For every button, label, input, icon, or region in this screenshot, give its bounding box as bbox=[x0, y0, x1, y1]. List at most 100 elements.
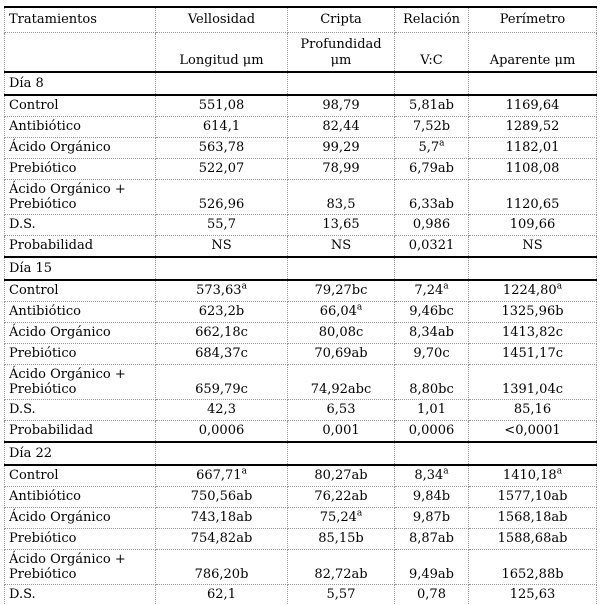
value-cell: 98,79 bbox=[287, 94, 395, 117]
table-row: Ácido Orgánico 563,78 99,29 5,7a 1182,01 bbox=[4, 137, 597, 159]
significance-superscript: a bbox=[556, 281, 563, 292]
table-row: Ácido Orgánico 743,18ab 75,24a 9,87b 1568,18… bbox=[4, 507, 597, 529]
value-cell: 1325,96b bbox=[468, 301, 597, 323]
treatment-cell: Prebiótico bbox=[4, 158, 156, 180]
treatment-cell: D.S. bbox=[4, 399, 156, 421]
significance-superscript: a bbox=[356, 508, 363, 519]
value-cell: 8,34ab bbox=[394, 322, 469, 344]
value-cell: 6,33ab bbox=[394, 179, 469, 215]
treatment-cell: Prebiótico bbox=[4, 528, 156, 550]
treatment-cell: Ácido Orgánico bbox=[4, 322, 156, 344]
treatment-cell: Ácido Orgánico bbox=[4, 137, 156, 159]
value-cell: 7,52b bbox=[394, 116, 469, 138]
value-cell: 662,18c bbox=[155, 322, 288, 344]
column-header-vellosidad: Vellosidad bbox=[155, 6, 288, 33]
value-cell: 42,3 bbox=[155, 399, 288, 421]
treatment-cell: Ácido Orgánico + Prebiótico bbox=[4, 549, 156, 585]
table-row: D.S. 42,3 6,53 1,01 85,16 bbox=[4, 399, 597, 421]
value-cell: 1568,18ab bbox=[468, 507, 597, 529]
column-subheader-vc: V:C bbox=[394, 32, 469, 73]
table-row: Probabilidad NS NS 0,0321 NS bbox=[4, 235, 597, 258]
treatment-cell: Antibiótico bbox=[4, 486, 156, 508]
value-cell: 66,04a bbox=[287, 301, 395, 323]
table-row: Antibiótico 623,2b 66,04a 9,46bc 1325,96b bbox=[4, 301, 597, 323]
section-empty-cell bbox=[155, 71, 288, 96]
value-cell: 573,63a bbox=[155, 279, 288, 302]
value-cell: 8,87ab bbox=[394, 528, 469, 550]
table-row: Ácido Orgánico 662,18c 80,08c 8,34ab 1413,82… bbox=[4, 322, 597, 344]
treatment-cell: D.S. bbox=[4, 584, 156, 605]
value-cell: 82,72ab bbox=[287, 549, 395, 585]
column-header-cripta: Cripta bbox=[287, 6, 395, 33]
value-cell: 750,56ab bbox=[155, 486, 288, 508]
value-cell: 5,81ab bbox=[394, 94, 469, 117]
value-cell: 70,69ab bbox=[287, 343, 395, 365]
value-cell: 9,70c bbox=[394, 343, 469, 365]
section-row: Día 22 bbox=[4, 441, 597, 466]
table-row: Prebiótico 522,07 78,99 6,79ab 1108,08 bbox=[4, 158, 597, 180]
section-empty-cell bbox=[155, 256, 288, 281]
section-row: Día 15 bbox=[4, 256, 597, 281]
column-subheader-empty bbox=[4, 32, 156, 73]
table-row: Ácido Orgánico + Prebiótico 659,79c 74,92a… bbox=[4, 364, 597, 400]
section-row: Día 8 bbox=[4, 71, 597, 96]
value-cell: 659,79c bbox=[155, 364, 288, 400]
value-cell: 125,63 bbox=[468, 584, 597, 605]
value-cell: 0,78 bbox=[394, 584, 469, 605]
value-cell: 78,99 bbox=[287, 158, 395, 180]
value-cell: 0,986 bbox=[394, 214, 469, 236]
treatment-cell: Ácido Orgánico + Prebiótico bbox=[4, 179, 156, 215]
results-table: Tratamientos Vellosidad Cripta Relación … bbox=[4, 6, 597, 605]
table-row: Control 551,08 98,79 5,81ab 1169,64 bbox=[4, 94, 597, 117]
value-cell: 1410,18a bbox=[468, 464, 597, 487]
value-cell: 667,71a bbox=[155, 464, 288, 487]
section-empty-cell bbox=[394, 71, 469, 96]
section-empty-cell bbox=[468, 441, 597, 466]
value-cell: 85,16 bbox=[468, 399, 597, 421]
value-cell: 684,37c bbox=[155, 343, 288, 365]
value-cell: 83,5 bbox=[287, 179, 395, 215]
value-cell: 1120,65 bbox=[468, 179, 597, 215]
value-cell: 1182,01 bbox=[468, 137, 597, 159]
value-cell: 74,92abc bbox=[287, 364, 395, 400]
value-cell: 526,96 bbox=[155, 179, 288, 215]
table-row: D.S. 62,1 5,57 0,78 125,63 bbox=[4, 584, 597, 605]
header-row-units: Longitud μm Profundidad μm V:C Aparente … bbox=[4, 32, 597, 73]
value-cell: NS bbox=[287, 235, 395, 258]
value-cell: 9,46bc bbox=[394, 301, 469, 323]
section-empty-cell bbox=[155, 441, 288, 466]
value-cell: 5,57 bbox=[287, 584, 395, 605]
value-cell: 79,27bc bbox=[287, 279, 395, 302]
value-cell: 0,0006 bbox=[394, 420, 469, 443]
value-cell: 551,08 bbox=[155, 94, 288, 117]
value-cell: 6,79ab bbox=[394, 158, 469, 180]
value-cell: 1289,52 bbox=[468, 116, 597, 138]
value-cell: 9,87b bbox=[394, 507, 469, 529]
table-row: Prebiótico 684,37c 70,69ab 9,70c 1451,17c bbox=[4, 343, 597, 365]
column-header-relacion: Relación bbox=[394, 6, 469, 33]
value-cell: 7,24a bbox=[394, 279, 469, 302]
column-subheader-profundidad: Profundidad μm bbox=[287, 32, 395, 73]
value-cell: 80,27ab bbox=[287, 464, 395, 487]
treatment-cell: Ácido Orgánico bbox=[4, 507, 156, 529]
significance-superscript: a bbox=[443, 281, 449, 292]
value-cell: 1588,68ab bbox=[468, 528, 597, 550]
value-cell: 75,24a bbox=[287, 507, 395, 529]
value-cell: 80,08c bbox=[287, 322, 395, 344]
value-cell: 0,0006 bbox=[155, 420, 288, 443]
value-cell: 1,01 bbox=[394, 399, 469, 421]
value-cell: 76,22ab bbox=[287, 486, 395, 508]
treatment-cell: Antibiótico bbox=[4, 116, 156, 138]
value-cell: 614,1 bbox=[155, 116, 288, 138]
value-cell: 1224,80a bbox=[468, 279, 597, 302]
value-cell: 754,82ab bbox=[155, 528, 288, 550]
treatment-cell: D.S. bbox=[4, 214, 156, 236]
section-empty-cell bbox=[394, 256, 469, 281]
significance-superscript: a bbox=[556, 466, 563, 477]
value-cell: 1577,10ab bbox=[468, 486, 597, 508]
value-cell: 1169,64 bbox=[468, 94, 597, 117]
column-header-tratamientos: Tratamientos bbox=[4, 6, 156, 33]
table-row: D.S. 55,7 13,65 0,986 109,66 bbox=[4, 214, 597, 236]
table-row: Prebiótico 754,82ab 85,15b 8,87ab 1588,68ab bbox=[4, 528, 597, 550]
value-cell: 99,29 bbox=[287, 137, 395, 159]
